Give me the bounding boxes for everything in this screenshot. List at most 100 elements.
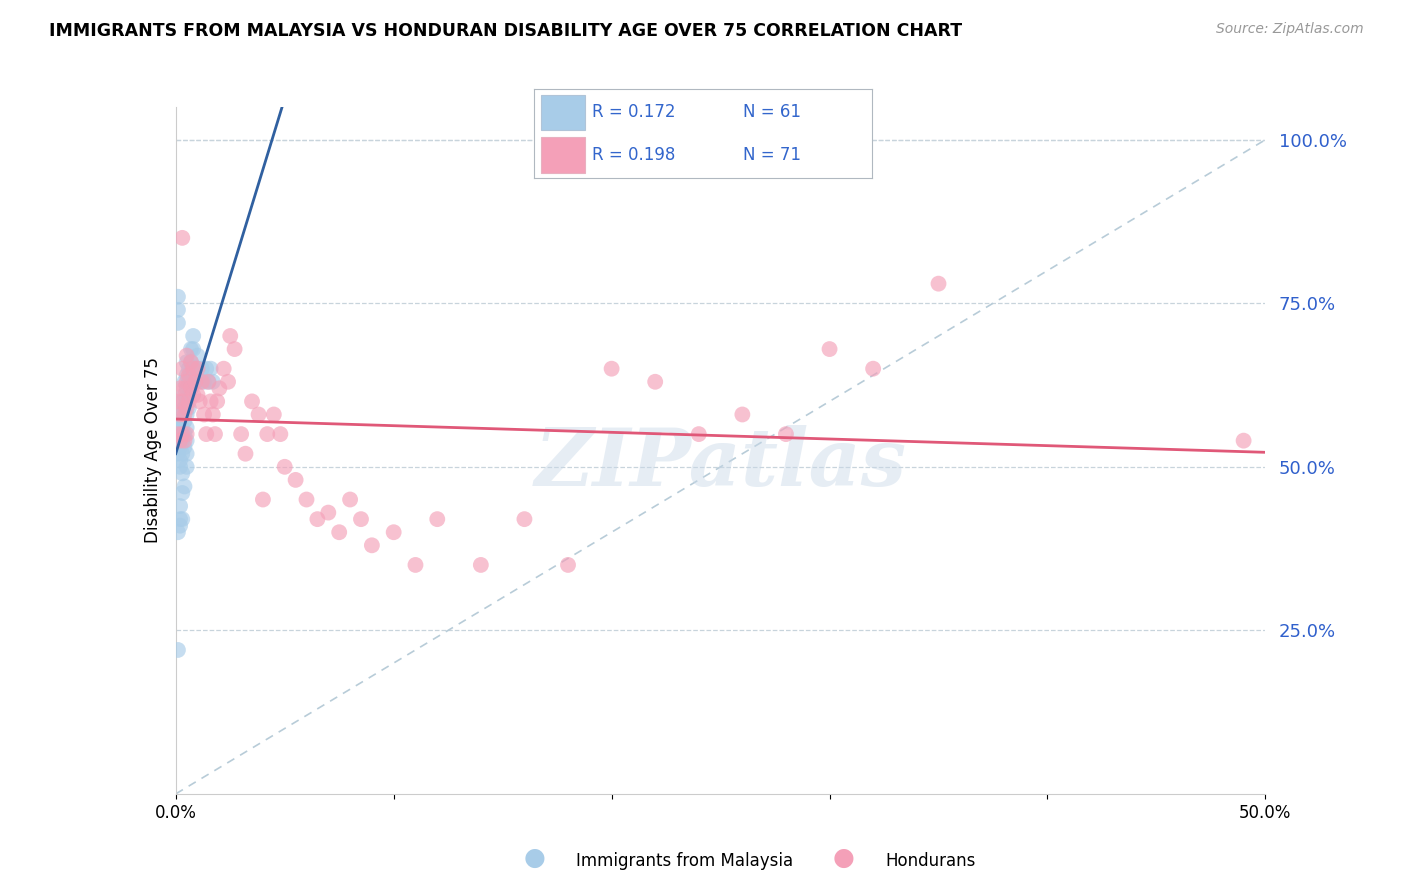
Point bbox=[169, 427, 191, 442]
Point bbox=[176, 459, 198, 474]
Text: ZIPatlas: ZIPatlas bbox=[534, 425, 907, 503]
Point bbox=[818, 342, 841, 356]
Point bbox=[172, 394, 194, 409]
Point bbox=[274, 459, 297, 474]
Point bbox=[176, 434, 198, 448]
Point bbox=[252, 492, 274, 507]
Point bbox=[200, 361, 222, 376]
Point bbox=[172, 467, 194, 481]
Point bbox=[176, 375, 198, 389]
Text: R = 0.172: R = 0.172 bbox=[592, 103, 675, 121]
Point bbox=[201, 408, 224, 422]
Point bbox=[167, 434, 190, 448]
Point bbox=[186, 388, 209, 402]
Point bbox=[231, 427, 253, 442]
Bar bbox=[541, 137, 585, 173]
Point bbox=[167, 525, 190, 540]
Point bbox=[557, 558, 579, 572]
Point bbox=[180, 355, 202, 369]
Point bbox=[426, 512, 449, 526]
Point bbox=[173, 375, 195, 389]
Point bbox=[295, 492, 318, 507]
Point bbox=[173, 414, 195, 428]
Point bbox=[180, 381, 202, 395]
Point bbox=[193, 408, 215, 422]
Point bbox=[177, 394, 200, 409]
Point bbox=[205, 394, 228, 409]
Point bbox=[184, 375, 207, 389]
Point bbox=[167, 394, 190, 409]
Point bbox=[219, 329, 242, 343]
Point bbox=[176, 447, 198, 461]
Point bbox=[173, 401, 195, 415]
Point bbox=[173, 427, 195, 442]
Point bbox=[177, 368, 200, 383]
Point bbox=[184, 361, 207, 376]
Text: ●: ● bbox=[523, 846, 546, 870]
Point bbox=[193, 375, 215, 389]
Point bbox=[318, 506, 340, 520]
Text: Hondurans: Hondurans bbox=[886, 852, 976, 870]
Point bbox=[172, 361, 194, 376]
Point bbox=[186, 349, 209, 363]
Point bbox=[176, 355, 198, 369]
Point bbox=[186, 361, 209, 376]
Point bbox=[862, 361, 884, 376]
Point bbox=[188, 394, 211, 409]
Point bbox=[217, 375, 239, 389]
Point bbox=[360, 538, 382, 552]
Point bbox=[204, 427, 226, 442]
Point bbox=[167, 316, 190, 330]
Point bbox=[167, 420, 190, 434]
Point bbox=[176, 420, 198, 434]
Bar bbox=[541, 95, 585, 130]
Point bbox=[186, 361, 209, 376]
Point bbox=[176, 381, 198, 395]
Point bbox=[513, 512, 536, 526]
Point bbox=[731, 408, 754, 422]
Point bbox=[167, 643, 190, 657]
Point bbox=[173, 479, 195, 493]
Point bbox=[167, 302, 190, 317]
Point bbox=[176, 401, 198, 415]
Point bbox=[176, 394, 198, 409]
Point bbox=[173, 434, 195, 448]
Point bbox=[167, 447, 190, 461]
Point bbox=[176, 349, 198, 363]
Point bbox=[600, 361, 623, 376]
Point bbox=[470, 558, 492, 572]
Point bbox=[176, 368, 198, 383]
Point bbox=[212, 361, 235, 376]
Point bbox=[688, 427, 710, 442]
Point bbox=[173, 381, 195, 395]
Y-axis label: Disability Age Over 75: Disability Age Over 75 bbox=[143, 358, 162, 543]
Point bbox=[197, 375, 219, 389]
Point bbox=[172, 427, 194, 442]
Text: N = 71: N = 71 bbox=[744, 146, 801, 164]
Point bbox=[172, 394, 194, 409]
Point bbox=[235, 447, 257, 461]
Point bbox=[775, 427, 797, 442]
Point bbox=[350, 512, 373, 526]
Text: IMMIGRANTS FROM MALAYSIA VS HONDURAN DISABILITY AGE OVER 75 CORRELATION CHART: IMMIGRANTS FROM MALAYSIA VS HONDURAN DIS… bbox=[49, 22, 962, 40]
Point bbox=[328, 525, 350, 540]
Point bbox=[184, 375, 207, 389]
Point bbox=[201, 375, 224, 389]
Point bbox=[169, 453, 191, 467]
Point bbox=[1232, 434, 1256, 448]
Point bbox=[191, 375, 214, 389]
Point bbox=[176, 427, 198, 442]
Point bbox=[269, 427, 291, 442]
Point bbox=[181, 342, 204, 356]
Point bbox=[405, 558, 427, 572]
Point bbox=[169, 459, 191, 474]
Point bbox=[188, 375, 211, 389]
Point bbox=[191, 361, 214, 376]
Point bbox=[284, 473, 307, 487]
Point bbox=[172, 420, 194, 434]
Point bbox=[644, 375, 666, 389]
Point bbox=[180, 381, 202, 395]
Point bbox=[169, 499, 191, 513]
Point bbox=[172, 486, 194, 500]
Point bbox=[195, 427, 218, 442]
